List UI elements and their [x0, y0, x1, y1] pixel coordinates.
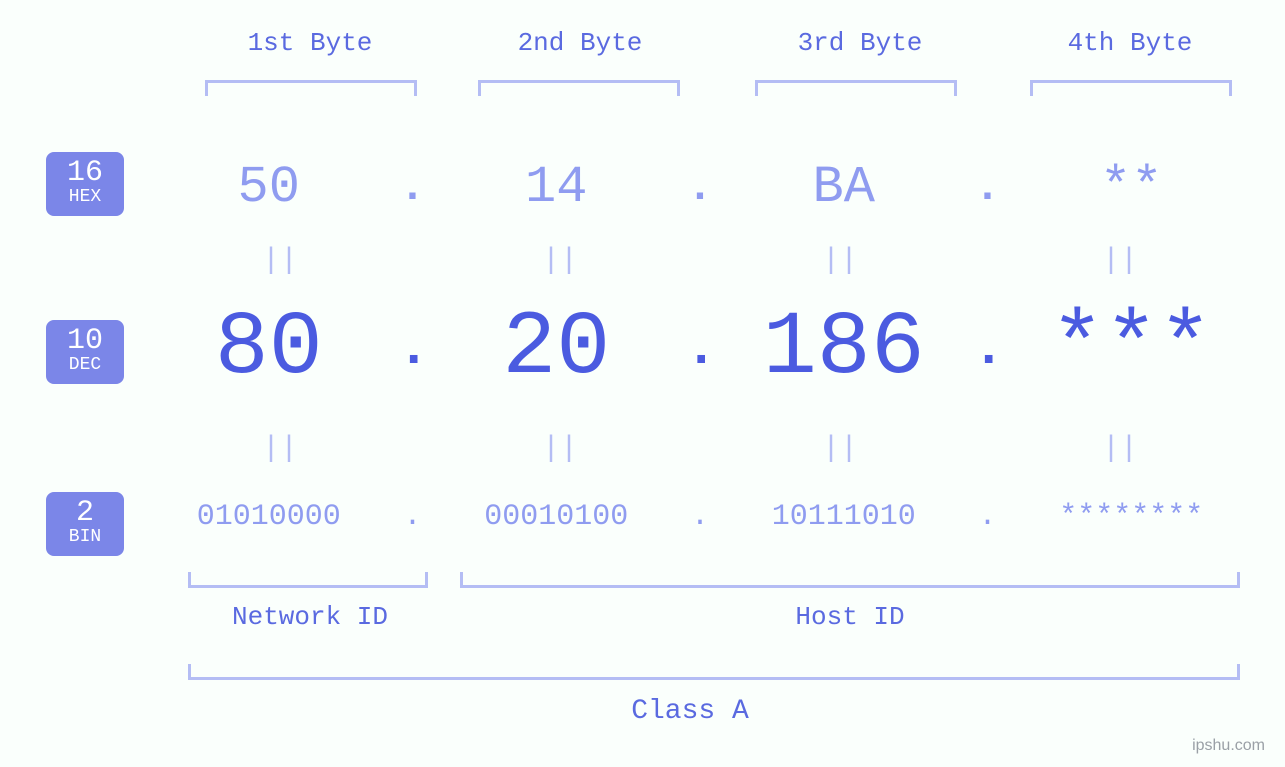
equals-row-2: || || || || — [140, 432, 1260, 466]
dec-byte-4: *** — [1003, 298, 1261, 400]
dec-badge: 10 DEC — [46, 320, 124, 384]
eq-1-3: || — [700, 244, 980, 278]
bin-byte-1: 01010000 — [140, 500, 398, 534]
byte-label-2: 2nd Byte — [480, 28, 680, 58]
bin-badge-label: BIN — [46, 528, 124, 548]
bin-row: 01010000 . 00010100 . 10111010 . *******… — [140, 500, 1260, 534]
bracket-byte-2 — [478, 80, 680, 96]
dec-byte-3: 186 — [715, 298, 973, 400]
bracket-host-id — [460, 572, 1240, 588]
eq-2-3: || — [700, 432, 980, 466]
hex-badge: 16 HEX — [46, 152, 124, 216]
watermark: ipshu.com — [1192, 737, 1265, 755]
dec-row: 80 . 20 . 186 . *** — [140, 298, 1260, 400]
bin-byte-2: 00010100 — [428, 500, 686, 534]
dec-byte-1: 80 — [140, 298, 398, 400]
dec-badge-label: DEC — [46, 356, 124, 376]
bin-badge: 2 BIN — [46, 492, 124, 556]
bin-badge-num: 2 — [46, 498, 124, 528]
eq-2-2: || — [420, 432, 700, 466]
dec-byte-2: 20 — [428, 298, 686, 400]
hex-sep-1: . — [398, 163, 428, 213]
bracket-network-id — [188, 572, 428, 588]
eq-1-2: || — [420, 244, 700, 278]
bracket-byte-3 — [755, 80, 957, 96]
ip-diagram: 1st Byte 2nd Byte 3rd Byte 4th Byte 16 H… — [0, 0, 1285, 767]
bin-sep-2: . — [685, 500, 715, 534]
dec-badge-num: 10 — [46, 326, 124, 356]
hex-byte-1: 50 — [140, 158, 398, 217]
eq-2-4: || — [980, 432, 1260, 466]
hex-row: 50 . 14 . BA . ** — [140, 158, 1260, 217]
byte-label-4: 4th Byte — [1030, 28, 1230, 58]
equals-row-1: || || || || — [140, 244, 1260, 278]
bin-byte-4: ******** — [1003, 500, 1261, 534]
hex-byte-2: 14 — [428, 158, 686, 217]
dec-sep-2: . — [685, 319, 715, 380]
class-label: Class A — [540, 696, 840, 727]
dec-sep-1: . — [398, 319, 428, 380]
hex-byte-3: BA — [715, 158, 973, 217]
eq-2-1: || — [140, 432, 420, 466]
hex-badge-num: 16 — [46, 158, 124, 188]
dec-sep-3: . — [973, 319, 1003, 380]
bracket-byte-1 — [205, 80, 417, 96]
bin-sep-1: . — [398, 500, 428, 534]
bin-sep-3: . — [973, 500, 1003, 534]
bracket-class — [188, 664, 1240, 680]
host-id-label: Host ID — [700, 602, 1000, 632]
bracket-byte-4 — [1030, 80, 1232, 96]
hex-badge-label: HEX — [46, 188, 124, 208]
byte-label-1: 1st Byte — [210, 28, 410, 58]
hex-byte-4: ** — [1003, 158, 1261, 217]
byte-label-3: 3rd Byte — [760, 28, 960, 58]
hex-sep-3: . — [973, 163, 1003, 213]
hex-sep-2: . — [685, 163, 715, 213]
eq-1-1: || — [140, 244, 420, 278]
eq-1-4: || — [980, 244, 1260, 278]
network-id-label: Network ID — [210, 602, 410, 632]
bin-byte-3: 10111010 — [715, 500, 973, 534]
